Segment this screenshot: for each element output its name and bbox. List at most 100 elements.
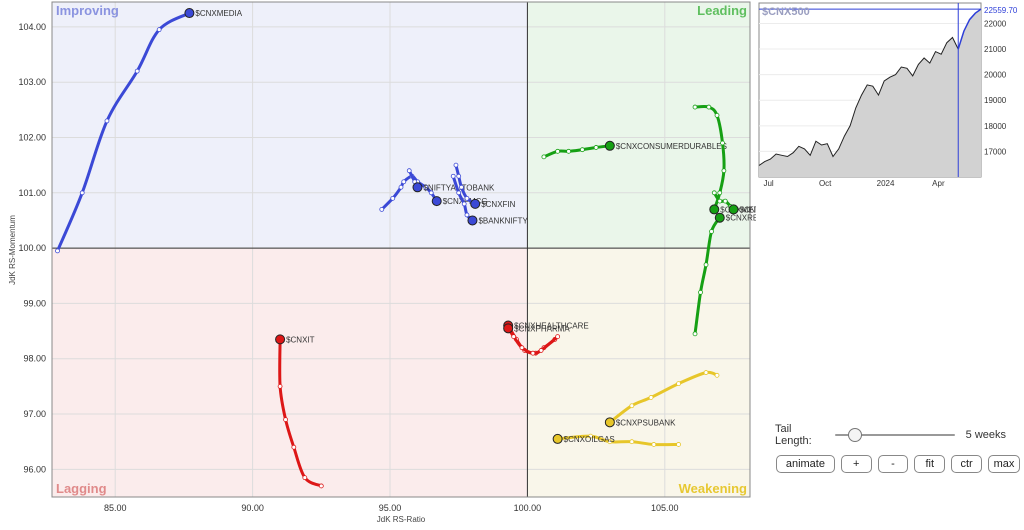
series-head <box>503 323 514 334</box>
y-tick-label: 97.00 <box>23 409 46 419</box>
tail-point <box>538 348 544 353</box>
series-label: $CNXFMCG <box>443 197 488 206</box>
tail-point <box>401 179 407 185</box>
tail-point <box>461 201 467 207</box>
series-head <box>728 204 739 215</box>
tail-point <box>302 475 308 481</box>
zoom-in-button[interactable]: + <box>840 455 872 473</box>
tail-length-slider[interactable] <box>835 428 955 442</box>
tail-point <box>456 173 462 179</box>
mini-price-line <box>758 36 959 166</box>
x-tick-label: 100.00 <box>514 503 542 513</box>
series-cnxrealty[interactable]: $CNXREALTY <box>692 212 756 337</box>
tail-point <box>104 118 110 124</box>
mini-x-tick: Apr <box>932 179 945 188</box>
series-cnxauto[interactable]: $CNXAUTO <box>711 190 756 215</box>
tail-point <box>283 417 288 422</box>
y-tick-label: 101.00 <box>18 188 46 198</box>
series-cnxpharma[interactable]: $CNXPHARMA <box>503 323 571 356</box>
tail-point <box>379 207 385 212</box>
max-button[interactable]: max <box>987 455 1020 473</box>
mini-y-tick: 17000 <box>984 147 1007 156</box>
tail-point <box>277 383 283 389</box>
tail-point <box>530 350 536 356</box>
tail-point <box>607 439 613 445</box>
tail-point <box>593 145 599 150</box>
y-tick-label: 98.00 <box>23 354 46 364</box>
series-head <box>412 182 423 193</box>
animate-button[interactable]: animate <box>776 455 835 473</box>
x-tick-label: 105.00 <box>651 503 679 513</box>
series-head <box>709 204 720 215</box>
rrg-chart[interactable]: 85.00 90.00 95.00 100.00 105.00 96.00 97.00 98.… <box>0 0 756 530</box>
x-tick-label: 95.00 <box>379 503 402 513</box>
tail-point <box>676 442 681 447</box>
series-tail <box>56 11 191 253</box>
improving-quadrant <box>52 2 528 249</box>
series-label: $CNXPSUBANK <box>616 418 676 427</box>
slider-thumb[interactable] <box>847 428 862 442</box>
tail-point <box>703 370 709 375</box>
tail-length-value: 5 weeks <box>965 429 1006 441</box>
series-banknifty[interactable]: $BANKNIFTY <box>450 173 528 226</box>
y-tick-label: 99.00 <box>23 298 46 308</box>
center-button[interactable]: ctr <box>951 455 982 473</box>
tail-point <box>648 395 654 400</box>
plot-frame <box>51 1 751 498</box>
mini-title: $CNX500 <box>762 6 810 18</box>
fit-button[interactable]: fit <box>914 455 946 473</box>
tail-point <box>398 184 404 190</box>
tail-point <box>676 381 681 387</box>
y-tick-label: 104.00 <box>18 22 46 32</box>
tail-point <box>541 154 547 160</box>
tail-point <box>464 195 470 201</box>
series-label: $CNXHEALTHCARE <box>514 322 589 331</box>
tail-point <box>722 198 728 204</box>
tail-point <box>318 483 324 489</box>
series-cnxmedia[interactable]: $CNXMEDIA <box>55 8 243 254</box>
tail-point <box>698 289 703 295</box>
tail-point <box>706 104 712 110</box>
series-label: $BANKNIFTY <box>478 216 528 225</box>
series-label: $CNXMEDIA <box>195 9 242 18</box>
tail-point <box>423 184 429 190</box>
mini-y-tick: 18000 <box>984 122 1007 131</box>
series-cnxit[interactable]: $CNXIT <box>275 334 324 489</box>
series-cnxoilgas[interactable]: $CNXOILGAS <box>552 433 681 447</box>
series-head <box>714 212 725 223</box>
series-cnxpsubank[interactable]: $CNXPSUBANK <box>604 370 720 428</box>
improving-label: Improving <box>56 3 119 18</box>
tail-point <box>579 147 585 153</box>
lagging-quadrant <box>52 248 528 497</box>
tail-point <box>588 433 594 439</box>
series-cnxfin[interactable]: $CNXFIN <box>453 162 516 209</box>
control-buttons: animate + - fit ctr max <box>776 455 1020 473</box>
tail-point <box>519 345 525 351</box>
y-tick-label: 102.00 <box>18 133 46 143</box>
tail-point <box>651 442 657 447</box>
tail-point <box>720 140 725 146</box>
series-head <box>604 417 615 428</box>
series-label: $CNXOILGAS <box>564 435 615 444</box>
series-head <box>470 198 481 209</box>
tail-point <box>566 148 572 154</box>
tail-point <box>714 372 720 378</box>
x-tick-label: 90.00 <box>241 503 264 513</box>
y-axis-label: JdK RS-Momentum <box>8 215 17 285</box>
tail-point <box>709 229 714 234</box>
x-tick-label: 85.00 <box>104 503 127 513</box>
mini-highlight-line <box>957 8 982 50</box>
zoom-out-button[interactable]: - <box>877 455 909 473</box>
series-head <box>604 140 615 151</box>
series-cnxconsumerdurables[interactable]: $CNXCONSUMERDURABLES <box>541 140 727 160</box>
tail-point <box>459 184 464 190</box>
tail-point <box>703 262 709 268</box>
tail-point <box>555 334 561 340</box>
tail-point <box>134 68 140 74</box>
mini-last-value: 22559.70 <box>984 6 1018 15</box>
tail-point <box>717 198 723 204</box>
tail-point <box>714 112 720 118</box>
tail-length-row: Tail Length: 5 weeks <box>770 423 1020 447</box>
mini-area <box>759 9 981 177</box>
tail-point <box>692 331 698 337</box>
